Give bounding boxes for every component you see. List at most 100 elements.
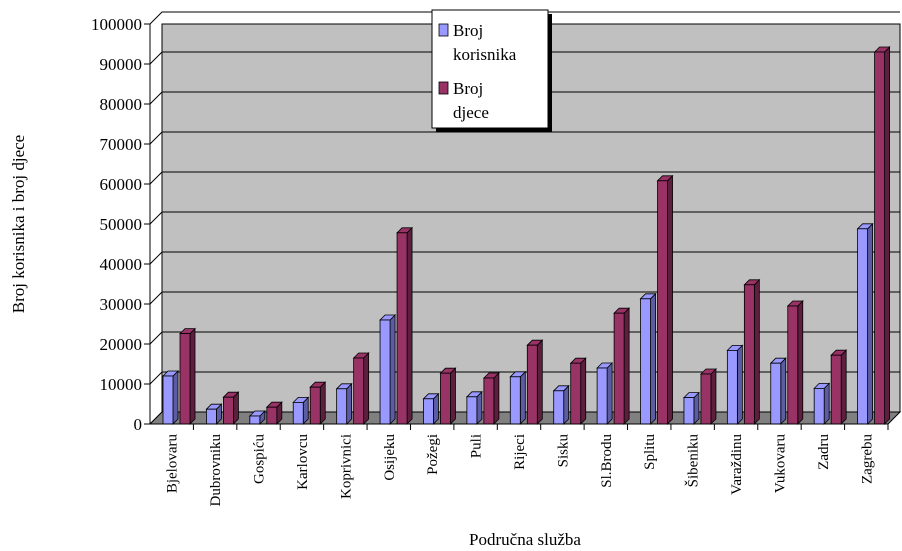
x-tick-label: Sisku xyxy=(555,434,571,468)
bar-korisnika xyxy=(292,396,310,425)
bar-front xyxy=(743,284,755,425)
bar-side xyxy=(580,357,587,425)
bar-front xyxy=(770,362,782,425)
bar-front xyxy=(509,376,521,425)
bar-side xyxy=(363,352,370,425)
bar-djece xyxy=(396,226,414,425)
bar-front xyxy=(292,401,304,425)
legend-label: korisnika xyxy=(453,45,517,64)
x-tick-label: Osijeku xyxy=(382,434,398,481)
bar-side xyxy=(172,370,179,425)
bar-side xyxy=(753,278,760,425)
bar-front xyxy=(613,312,625,425)
bar-side xyxy=(736,344,743,425)
x-tick-label: Bjelovaru xyxy=(165,434,181,494)
bar-korisnika xyxy=(856,222,874,425)
bar-side xyxy=(450,367,456,425)
bar-front xyxy=(640,298,651,425)
bar-korisnika xyxy=(726,344,744,425)
bar-side xyxy=(867,222,873,425)
axes xyxy=(149,24,889,430)
bar-front xyxy=(483,377,495,425)
bar-front xyxy=(596,367,608,425)
x-tick-label: Zadru xyxy=(816,434,832,470)
bar-front xyxy=(423,398,434,425)
x-tick-label: Karlovcu xyxy=(295,434,311,490)
bar-side xyxy=(667,174,673,425)
bar-djece xyxy=(569,357,587,425)
y-tick-label: 50000 xyxy=(100,215,143,234)
bar-korisnika xyxy=(422,392,440,425)
bar-side xyxy=(623,307,630,425)
bar-side xyxy=(650,292,656,425)
bar-korisnika xyxy=(639,292,657,425)
bar-korisnika xyxy=(162,370,179,425)
bar-front xyxy=(336,388,348,425)
bar-front xyxy=(726,349,738,425)
bar-djece xyxy=(352,352,370,425)
bar-front xyxy=(857,228,868,425)
bar-djece xyxy=(309,381,327,425)
bar-side xyxy=(389,314,396,425)
bar-korisnika xyxy=(509,370,527,425)
bar-front xyxy=(162,375,174,425)
bar-side xyxy=(493,372,500,425)
gridline xyxy=(149,211,900,225)
bar-side xyxy=(840,349,847,425)
bar-korisnika xyxy=(205,403,223,425)
bar-korisnika xyxy=(465,390,483,425)
x-tick-label: Gospiću xyxy=(252,434,268,484)
bar-djece xyxy=(265,401,283,425)
bar-korisnika xyxy=(813,382,831,425)
bar-side xyxy=(189,327,196,425)
bar-djece xyxy=(786,300,804,425)
bar-front xyxy=(396,232,408,425)
bar-djece xyxy=(439,367,457,425)
bar-djece xyxy=(873,46,891,425)
legend-label: Broj xyxy=(453,21,483,40)
bar-side xyxy=(519,370,526,425)
gridline xyxy=(149,171,900,185)
bar-front xyxy=(249,415,261,425)
bar-front xyxy=(440,372,451,425)
x-tick-label: Koprivnici xyxy=(338,434,354,499)
legend-swatch xyxy=(438,81,449,95)
bar-front xyxy=(353,357,365,425)
bar-djece xyxy=(743,278,761,425)
bar-front xyxy=(526,344,538,425)
gridline xyxy=(149,291,900,305)
bar-side xyxy=(710,368,717,425)
bar-djece xyxy=(613,307,631,425)
bar-front xyxy=(206,408,217,425)
x-tick-label: Varaždinu xyxy=(729,434,745,495)
bar-side xyxy=(319,381,326,425)
y-tick-label: 80000 xyxy=(100,95,143,114)
bar-side xyxy=(536,339,543,425)
bars xyxy=(162,46,891,425)
bar-djece xyxy=(656,174,674,425)
legend-swatch xyxy=(438,23,449,37)
bar-djece xyxy=(179,327,196,425)
bar-front xyxy=(787,305,799,425)
y-tick-label: 30000 xyxy=(100,295,143,314)
bar-front xyxy=(700,373,712,425)
bar-front xyxy=(813,387,825,425)
x-tick-label: Sl.Brodu xyxy=(599,434,615,488)
y-tick-label: 10000 xyxy=(100,375,143,394)
bar-side xyxy=(884,46,890,425)
bar-front xyxy=(657,180,668,425)
bar-front xyxy=(830,354,842,425)
bar-djece xyxy=(482,372,500,425)
bar-side xyxy=(346,382,353,425)
bar-side xyxy=(476,390,483,425)
bar-front xyxy=(553,390,565,425)
bar-front xyxy=(379,319,391,425)
legend-box xyxy=(431,9,549,129)
bar-side xyxy=(563,384,570,425)
bar-korisnika xyxy=(769,357,787,425)
bar-side xyxy=(823,382,830,425)
bar-djece xyxy=(222,391,240,425)
bar-front xyxy=(466,396,478,425)
gridlines xyxy=(144,11,900,425)
